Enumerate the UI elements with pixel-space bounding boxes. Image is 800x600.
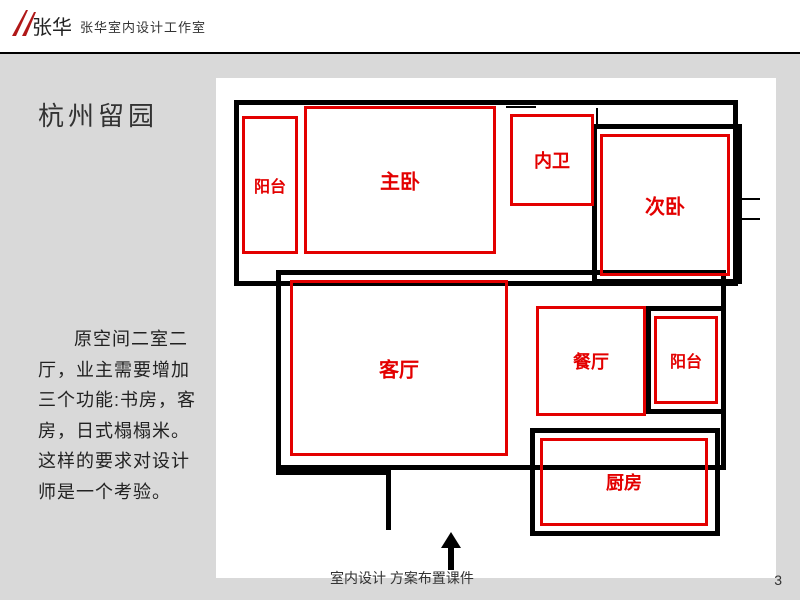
detail-line bbox=[740, 198, 760, 200]
detail-line bbox=[386, 470, 391, 530]
room-label-master: 主卧 bbox=[380, 166, 420, 195]
room-master: 主卧 bbox=[304, 106, 496, 254]
room-balcony1: 阳台 bbox=[242, 116, 298, 254]
room-label-kitchen: 厨房 bbox=[606, 469, 642, 495]
room-balcony2: 阳台 bbox=[654, 316, 718, 404]
room-bath: 内卫 bbox=[510, 114, 594, 206]
logo-mark: 张华 bbox=[8, 6, 76, 46]
entrance-arrow bbox=[448, 546, 454, 570]
entrance-arrow-head bbox=[441, 532, 461, 548]
footer-text: 室内设计 方案布置课件 bbox=[330, 568, 474, 588]
svg-text:张华: 张华 bbox=[32, 16, 72, 39]
header: 张华 张华室内设计工作室 bbox=[0, 0, 800, 54]
room-label-second: 次卧 bbox=[645, 191, 685, 220]
floor-plan: 阳台 主卧 内卫次卧客厅 餐厅 阳台厨房 bbox=[216, 78, 776, 578]
room-dining: 餐厅 bbox=[536, 306, 646, 416]
detail-line bbox=[276, 470, 386, 475]
detail-line bbox=[740, 218, 760, 220]
room-label-living: 客厅 bbox=[379, 354, 419, 383]
room-label-dining: 餐厅 bbox=[573, 348, 609, 374]
room-kitchen: 厨房 bbox=[540, 438, 708, 526]
page-number: 3 bbox=[774, 572, 782, 588]
room-label-bath: 内卫 bbox=[534, 147, 570, 173]
room-living: 客厅 bbox=[290, 280, 508, 456]
studio-name: 张华室内设计工作室 bbox=[80, 17, 206, 36]
room-second: 次卧 bbox=[600, 134, 730, 276]
detail-line bbox=[596, 108, 598, 126]
slide-content: 杭州留园 原空间二室二厅，业主需要增加三个功能:书房，客房，日式榻榻米。这样的要… bbox=[0, 54, 800, 600]
description-paragraph: 原空间二室二厅，业主需要增加三个功能:书房，客房，日式榻榻米。这样的要求对设计师… bbox=[38, 324, 208, 508]
slide-title: 杭州留园 bbox=[38, 96, 158, 133]
detail-line bbox=[506, 106, 536, 108]
room-label-balcony1: 阳台 bbox=[254, 173, 286, 197]
room-label-balcony2: 阳台 bbox=[670, 348, 702, 372]
